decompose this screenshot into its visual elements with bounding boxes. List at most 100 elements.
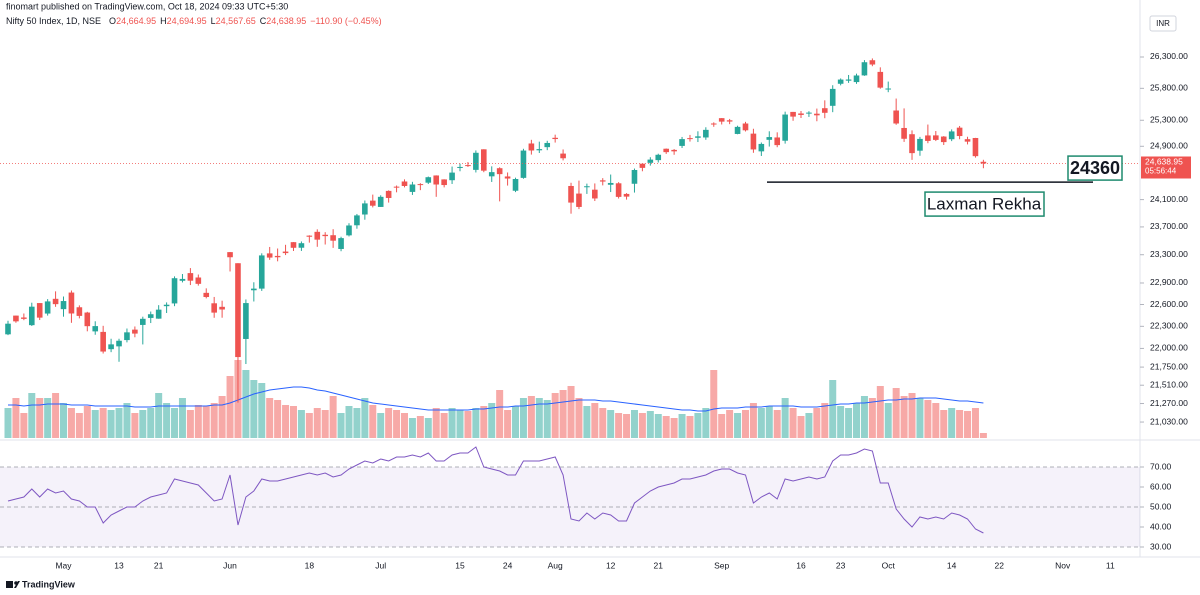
candle-body xyxy=(235,263,241,358)
candle-body xyxy=(274,255,281,258)
candle-body xyxy=(948,131,955,140)
volume-bar xyxy=(599,408,607,438)
volume-bar xyxy=(535,398,543,438)
candle-body xyxy=(584,186,590,188)
volume-bar xyxy=(821,403,829,438)
volume-bar xyxy=(242,370,250,438)
candle-body xyxy=(853,75,860,83)
volume-bar xyxy=(805,413,813,438)
candle-body xyxy=(829,88,836,106)
volume-bar xyxy=(670,418,678,438)
x-tick-label: 15 xyxy=(455,560,465,570)
candle-body xyxy=(504,176,511,179)
candle-body xyxy=(290,242,297,248)
candle-body xyxy=(972,137,979,157)
volume-bar xyxy=(385,408,393,438)
volume-bar xyxy=(908,393,916,438)
candle-body xyxy=(520,150,527,178)
candle-body xyxy=(417,184,424,186)
candle-body xyxy=(940,136,947,143)
x-tick-label: Nov xyxy=(1055,560,1071,570)
legend-value: 24,638.95 xyxy=(266,16,306,26)
volume-bar xyxy=(226,376,234,438)
candle-body xyxy=(60,301,67,310)
candle-body xyxy=(798,113,804,115)
rsi-tick-label: 70.00 xyxy=(1150,461,1172,471)
volume-bar xyxy=(971,408,979,438)
volume-bar xyxy=(266,398,274,438)
volume-bar xyxy=(868,398,876,438)
volume-bar xyxy=(250,380,258,438)
legend-key: H xyxy=(160,16,167,26)
volume-bar xyxy=(20,413,28,438)
volume-ma-line xyxy=(8,386,984,412)
level-note-box xyxy=(924,191,1045,217)
candle-body xyxy=(806,112,812,114)
volume-bar xyxy=(575,398,583,438)
legend-key: O xyxy=(109,16,116,26)
volume-bar xyxy=(512,406,520,438)
candle-body xyxy=(211,303,217,313)
volume-bar xyxy=(615,413,623,438)
x-tick-label: 21 xyxy=(654,560,664,570)
volume-bar xyxy=(353,408,361,438)
volume-bar xyxy=(496,390,504,438)
volume-bar xyxy=(274,400,282,438)
candle-body xyxy=(282,251,289,254)
candle-body xyxy=(877,71,884,88)
candle-body xyxy=(179,278,186,281)
volume-bar xyxy=(432,408,440,438)
volume-bar xyxy=(416,416,424,438)
candle-body xyxy=(687,138,693,140)
price-tick-label: 24,900.00 xyxy=(1150,141,1188,151)
candle-body xyxy=(917,138,923,151)
volume-bar xyxy=(710,370,718,438)
volume-bar xyxy=(337,413,345,438)
candle-body xyxy=(695,136,701,138)
candle-body xyxy=(163,304,170,307)
candle-body xyxy=(814,113,820,116)
price-tick-label: 22,300.00 xyxy=(1150,321,1188,331)
volume-bar xyxy=(171,408,179,438)
candle-body xyxy=(901,127,907,139)
volume-bar xyxy=(83,406,91,438)
candle-body xyxy=(258,255,265,289)
volume-bar xyxy=(258,383,266,438)
price-tick-label: 23,700.00 xyxy=(1150,221,1188,231)
candle-body xyxy=(369,200,376,206)
volume-bar xyxy=(876,386,884,438)
volume-bar xyxy=(75,413,83,438)
candle-body xyxy=(710,123,717,125)
candle-body xyxy=(44,301,51,314)
volume-bar xyxy=(377,413,385,438)
candle-body xyxy=(401,181,408,186)
volume-bar xyxy=(464,411,472,438)
candle-body xyxy=(639,163,646,168)
volume-bar xyxy=(361,398,369,438)
volume-bar xyxy=(504,410,512,438)
volume-bar xyxy=(916,398,924,438)
volume-bar xyxy=(99,408,107,438)
x-tick-label: May xyxy=(55,560,72,570)
candle-body xyxy=(821,108,828,113)
candle-body xyxy=(671,149,677,152)
candle-body xyxy=(703,129,709,138)
volume-bar xyxy=(797,416,805,438)
volume-bar xyxy=(321,410,329,438)
volume-bar xyxy=(979,433,987,438)
price-tick-label: 22,900.00 xyxy=(1150,277,1188,287)
candle-body xyxy=(68,292,75,314)
volume-bar xyxy=(345,406,353,438)
candle-body xyxy=(266,253,273,258)
volume-bar xyxy=(67,408,75,438)
volume-bar xyxy=(178,398,186,438)
volume-bar xyxy=(186,410,194,438)
candle-body xyxy=(433,175,440,185)
volume-bar xyxy=(845,408,853,438)
candle-body xyxy=(734,126,741,134)
candle-body xyxy=(861,62,868,76)
candle-body xyxy=(187,273,194,281)
volume-bar xyxy=(702,408,710,438)
